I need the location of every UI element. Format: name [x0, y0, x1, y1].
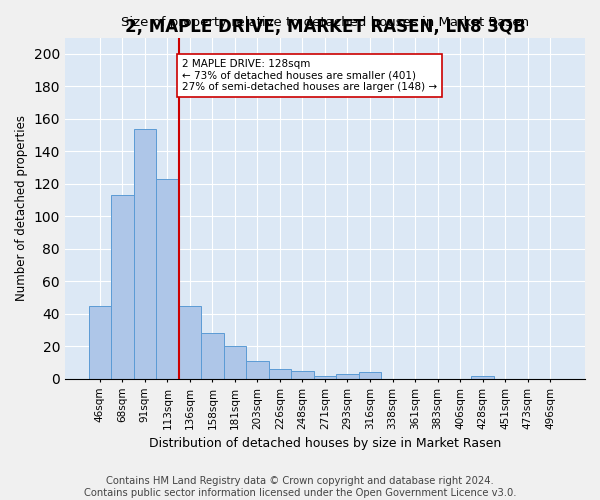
Bar: [314, 376, 336, 379]
Bar: [359, 372, 381, 379]
X-axis label: Distribution of detached houses by size in Market Rasen: Distribution of detached houses by size …: [149, 437, 501, 450]
Bar: [201, 334, 224, 379]
Bar: [224, 346, 246, 379]
Bar: [111, 196, 134, 379]
Bar: [179, 306, 201, 379]
Bar: [472, 376, 494, 379]
Bar: [134, 128, 156, 379]
Text: Contains HM Land Registry data © Crown copyright and database right 2024.
Contai: Contains HM Land Registry data © Crown c…: [84, 476, 516, 498]
Bar: [156, 179, 179, 379]
Text: Size of property relative to detached houses in Market Rasen: Size of property relative to detached ho…: [121, 16, 529, 29]
Y-axis label: Number of detached properties: Number of detached properties: [15, 116, 28, 302]
Bar: [336, 374, 359, 379]
Bar: [89, 306, 111, 379]
Bar: [269, 369, 291, 379]
Bar: [291, 371, 314, 379]
Text: 2 MAPLE DRIVE: 128sqm
← 73% of detached houses are smaller (401)
27% of semi-det: 2 MAPLE DRIVE: 128sqm ← 73% of detached …: [182, 59, 437, 92]
Title: 2, MAPLE DRIVE, MARKET RASEN, LN8 3QB: 2, MAPLE DRIVE, MARKET RASEN, LN8 3QB: [125, 18, 526, 36]
Bar: [246, 361, 269, 379]
